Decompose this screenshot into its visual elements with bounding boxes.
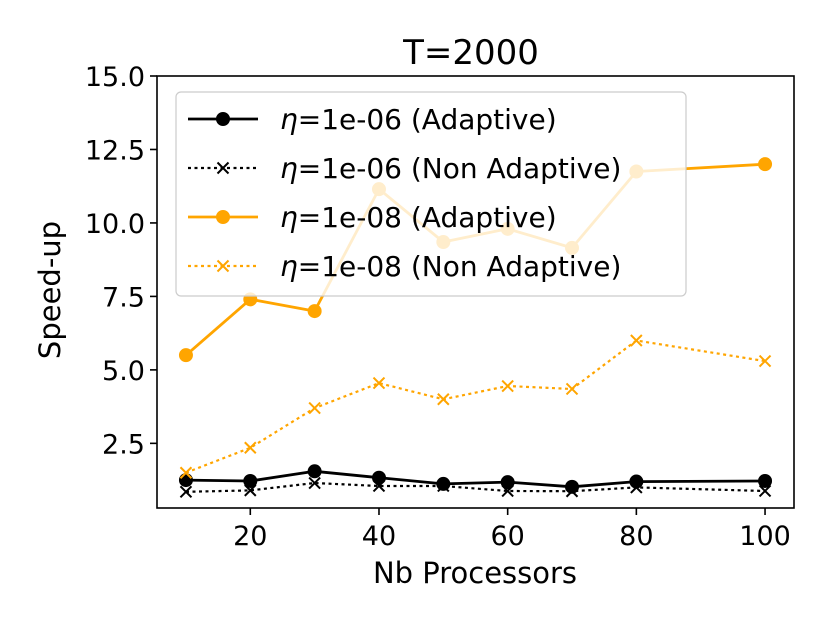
legend-label-4: η=1e-08 (Non Adaptive)	[280, 250, 621, 283]
data-point-s2-p1	[179, 485, 193, 499]
legend-box	[175, 91, 687, 297]
data-point-s3-p1	[178, 348, 193, 363]
data-point-s1-p2	[243, 473, 258, 488]
data-point-s1-p3	[307, 464, 322, 479]
data-point-s2-p5	[437, 479, 450, 493]
data-point-s4-p7	[565, 382, 579, 396]
data-point-s3-p3	[307, 304, 322, 319]
chart-title: T=2000	[402, 33, 539, 73]
y-tick-label-10: 10.0	[85, 209, 145, 240]
data-point-s2-p8	[630, 481, 643, 494]
legend-label-2: η=1e-06 (Non Adaptive)	[280, 152, 621, 185]
x-tick-label-100: 100	[739, 521, 791, 552]
x-axis-label: Nb Processors	[373, 556, 577, 590]
legend-marker-4	[216, 259, 230, 273]
data-point-s2-p2	[244, 484, 257, 497]
data-point-s1-p1	[178, 473, 193, 488]
x-tick-label-80: 80	[619, 521, 653, 552]
data-point-s4-p9	[758, 354, 772, 368]
data-point-s4-p2	[244, 441, 257, 454]
data-point-s2-p7	[565, 485, 579, 498]
x-tick-label-40: 40	[362, 521, 396, 552]
series-line-4	[185, 339, 766, 474]
y-tick-label-7.5: 7.5	[102, 282, 145, 313]
x-tick-label-60: 60	[490, 521, 524, 552]
data-point-s1-p9	[758, 473, 773, 488]
data-point-s2-p3	[308, 476, 321, 490]
data-point-s1-p5	[436, 476, 451, 491]
y-tick-label-5: 5.0	[102, 356, 145, 387]
legend-label-3: η=1e-08 (Adaptive)	[280, 201, 557, 234]
legend-label-text-4: =1e-08 (Non Adaptive)	[298, 250, 622, 283]
y-tick-label-15: 15.0	[85, 62, 145, 93]
legend-eta-1: η	[280, 103, 298, 136]
y-axis-label: Speed-up	[33, 221, 67, 359]
axes-frame	[156, 75, 795, 509]
y-tick-label-2.5: 2.5	[102, 429, 145, 460]
legend-marker-2	[216, 161, 230, 175]
legend-eta-3: η	[280, 201, 298, 234]
legend-label-text-1: =1e-06 (Adaptive)	[298, 103, 557, 136]
data-point-s4-p8	[630, 334, 643, 347]
legend-marker-3	[216, 210, 230, 224]
data-point-s4-p4	[372, 376, 386, 390]
legend-eta-4: η	[280, 250, 298, 283]
legend-label-1: η=1e-06 (Adaptive)	[280, 103, 557, 136]
legend: η=1e-06 (Adaptive)η=1e-06 (Non Adaptive)…	[175, 91, 687, 297]
data-point-s2-p4	[372, 479, 386, 493]
data-point-s4-p3	[308, 401, 321, 415]
data-point-s3-p9	[758, 157, 773, 172]
x-tick-label-20: 20	[233, 521, 267, 552]
series-line-1	[185, 469, 766, 489]
data-point-s4-p5	[437, 393, 450, 406]
series-line-2	[185, 481, 766, 493]
legend-label-text-2: =1e-06 (Non Adaptive)	[298, 152, 622, 185]
data-point-s1-p4	[371, 470, 386, 485]
data-point-s2-p6	[501, 484, 514, 498]
legend-marker-1	[216, 112, 230, 126]
data-point-s4-p6	[501, 379, 514, 393]
axes: 20 40 60 80 100 2.5 5.0 7.5 10.0 12.5 15.0	[85, 62, 795, 552]
legend-eta-2: η	[280, 152, 298, 185]
data-point-s4-p1	[179, 466, 193, 479]
data-point-s1-p6	[500, 475, 515, 490]
y-tick-label-12.5: 12.5	[85, 135, 145, 166]
data-point-s2-p9	[758, 484, 772, 498]
legend-label-text-3: =1e-08 (Adaptive)	[298, 201, 557, 234]
